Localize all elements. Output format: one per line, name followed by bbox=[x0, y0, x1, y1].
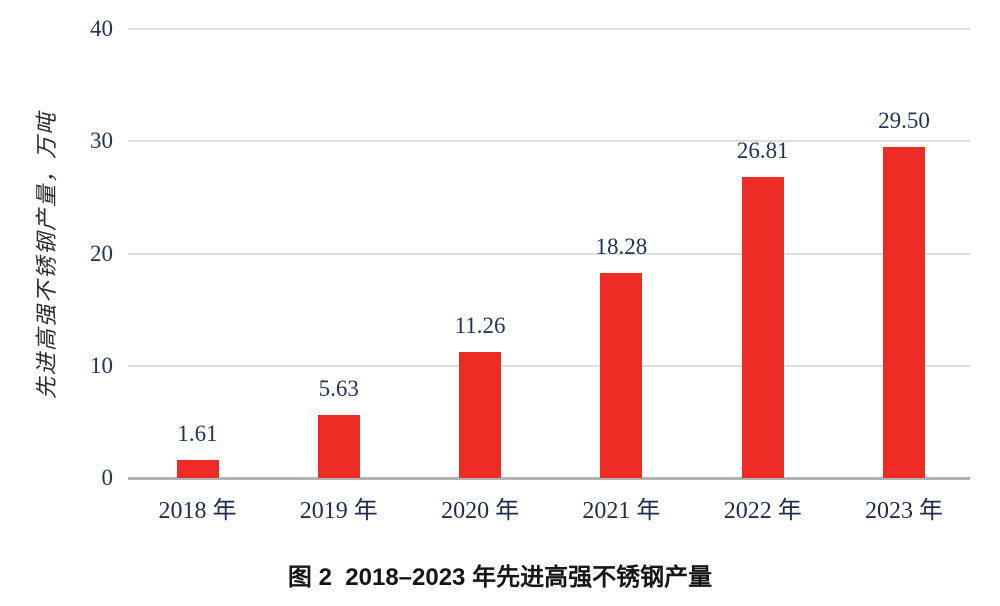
bar bbox=[600, 272, 643, 478]
bar-value-label: 29.50 bbox=[878, 107, 930, 133]
bar bbox=[317, 414, 360, 478]
y-tick-label: 20 bbox=[90, 240, 113, 266]
y-tick-label: 30 bbox=[90, 128, 113, 154]
y-tick-label: 10 bbox=[90, 352, 113, 378]
bar-value-label: 18.28 bbox=[595, 233, 648, 259]
y-tick-label: 40 bbox=[90, 16, 113, 41]
x-tick-label: 2022 年 bbox=[723, 498, 802, 524]
gridline bbox=[128, 140, 970, 143]
x-tick-label: 2018 年 bbox=[158, 498, 237, 524]
x-tick-label: 2023 年 bbox=[865, 498, 943, 524]
gridline bbox=[128, 28, 970, 30]
bar bbox=[741, 177, 784, 478]
bar-value-label: 5.63 bbox=[318, 375, 359, 401]
gridline bbox=[128, 252, 970, 255]
bar bbox=[459, 351, 502, 478]
x-tick-label: 2019 年 bbox=[299, 498, 378, 524]
bar-value-label: 26.81 bbox=[736, 138, 789, 164]
gridline bbox=[128, 364, 970, 367]
bar-value-label: 1.61 bbox=[177, 420, 218, 446]
y-tick-label: 0 bbox=[101, 465, 114, 490]
bar bbox=[176, 459, 219, 478]
y-axis-baseline bbox=[128, 477, 970, 480]
bar bbox=[883, 146, 925, 478]
y-axis-title: 先进高强不锈钢产量，万吨 bbox=[34, 110, 59, 400]
bar-value-label: 11.26 bbox=[454, 312, 506, 338]
x-tick-label: 2021 年 bbox=[582, 498, 661, 524]
figure-caption: 图 2 2018–2023 年先进高强不锈钢产量 bbox=[287, 564, 713, 591]
x-tick-label: 2020 年 bbox=[441, 498, 520, 524]
